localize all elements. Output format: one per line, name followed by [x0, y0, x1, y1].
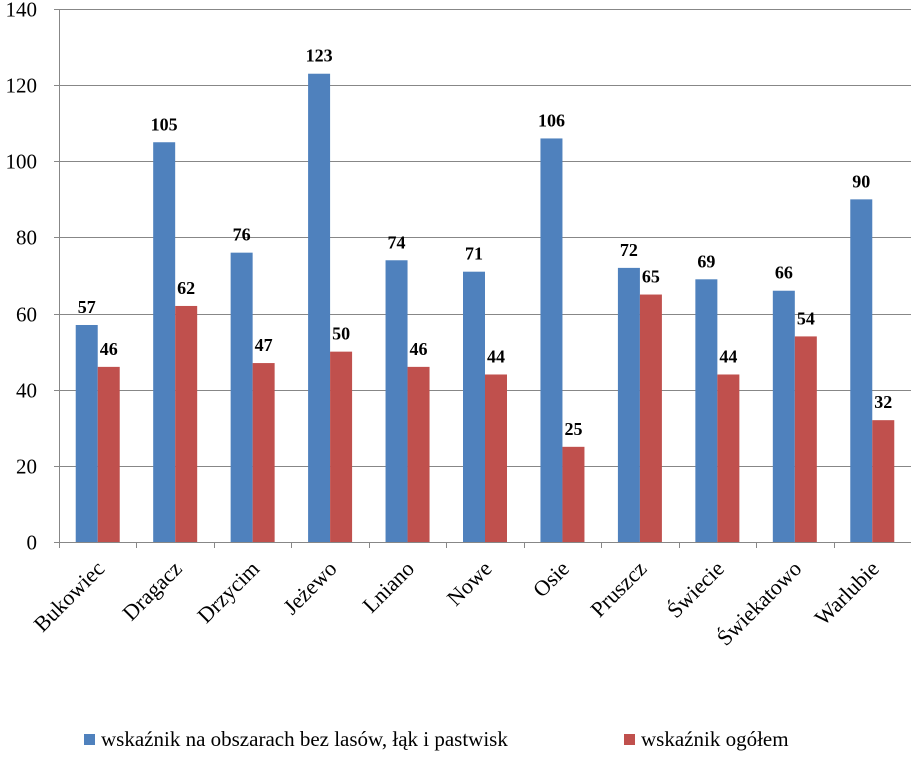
bar-series-2: [330, 352, 352, 542]
x-category-label: Warlubie: [809, 556, 883, 630]
bars: [76, 74, 895, 542]
data-label: 44: [719, 346, 737, 366]
bar-series-2: [98, 367, 120, 542]
bar-series-1: [386, 260, 408, 542]
bar-series-2: [795, 336, 817, 542]
x-category-label: Świekatowo: [712, 556, 807, 651]
x-category-label: Dragacz: [117, 556, 187, 626]
y-tick-label: 80: [16, 226, 37, 250]
data-label: 46: [100, 339, 118, 359]
data-label: 66: [775, 263, 793, 283]
data-label: 46: [410, 339, 428, 359]
legend-swatch-series-2: [624, 734, 635, 745]
bar-series-1: [153, 142, 175, 542]
legend-label-series-1: wskaźnik na obszarach bez lasów, łąk i p…: [101, 727, 508, 751]
data-label: 62: [177, 278, 195, 298]
data-label: 69: [697, 251, 715, 271]
y-tick-label: 60: [16, 303, 37, 327]
bar-series-2: [640, 295, 662, 542]
bar-series-1: [695, 279, 717, 542]
bar-series-1: [76, 325, 98, 542]
legend-swatch-series-1: [84, 734, 95, 745]
data-label: 71: [465, 244, 483, 264]
bar-series-2: [485, 374, 507, 542]
bar-series-1: [540, 138, 562, 542]
data-label: 44: [487, 346, 505, 366]
bar-series-2: [562, 447, 584, 542]
bar-series-2: [253, 363, 275, 542]
data-label: 106: [538, 110, 565, 130]
bar-series-2: [717, 374, 739, 542]
data-label: 123: [306, 46, 333, 66]
bar-series-1: [773, 291, 795, 542]
y-tick-label: 100: [6, 150, 38, 174]
data-label: 76: [233, 225, 251, 245]
data-label: 72: [620, 240, 638, 260]
x-category-label: Pruszcz: [585, 556, 651, 622]
y-tick-label: 0: [27, 531, 38, 555]
x-category-label: Osie: [528, 556, 574, 602]
bar-series-2: [408, 367, 430, 542]
y-tick-label: 120: [6, 74, 38, 98]
x-category-label: Lniano: [357, 556, 419, 618]
bar-series-1: [618, 268, 640, 542]
x-category-label: Jeżewo: [278, 556, 341, 619]
bar-series-1: [231, 253, 253, 542]
data-label: 74: [388, 232, 406, 252]
data-label: 25: [564, 419, 582, 439]
bar-series-2: [872, 420, 894, 542]
legend: wskaźnik na obszarach bez lasów, łąk i p…: [84, 727, 789, 751]
y-tick-label: 40: [16, 379, 37, 403]
y-tick-label: 140: [6, 0, 38, 22]
data-label: 65: [642, 267, 660, 287]
data-label: 47: [255, 335, 273, 355]
x-category-label: Świecie: [662, 556, 729, 623]
bar-series-1: [308, 74, 330, 542]
bar-series-1: [463, 272, 485, 542]
data-label: 50: [332, 324, 350, 344]
data-label: 32: [874, 392, 892, 412]
bar-series-1: [850, 199, 872, 542]
data-label: 54: [797, 308, 815, 328]
x-category-label: Nowe: [442, 556, 497, 611]
x-category-label: Drzycim: [192, 556, 264, 628]
bar-series-2: [175, 306, 197, 542]
legend-label-series-2: wskaźnik ogółem: [641, 727, 789, 751]
y-tick-label: 20: [16, 455, 37, 479]
x-category-label: Bukowiec: [29, 556, 110, 637]
data-label: 57: [78, 297, 96, 317]
data-label: 90: [852, 171, 870, 191]
data-label: 105: [151, 114, 178, 134]
